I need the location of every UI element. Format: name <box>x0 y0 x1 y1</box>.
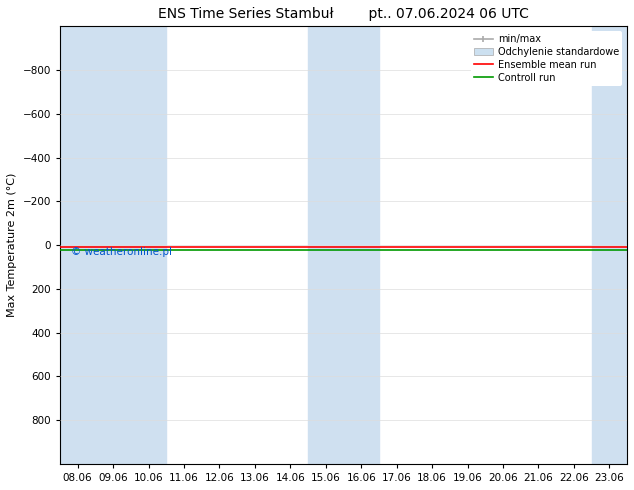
Bar <box>131 26 166 464</box>
Bar <box>344 26 379 464</box>
Bar <box>95 26 131 464</box>
Text: © weatheronline.pl: © weatheronline.pl <box>71 247 172 257</box>
Legend: min/max, Odchylenie standardowe, Ensemble mean run, Controll run: min/max, Odchylenie standardowe, Ensembl… <box>471 31 622 86</box>
Bar <box>308 26 344 464</box>
Title: ENS Time Series Stambuł        pt.. 07.06.2024 06 UTC: ENS Time Series Stambuł pt.. 07.06.2024 … <box>158 7 529 21</box>
Bar <box>60 26 95 464</box>
Bar <box>592 26 627 464</box>
Y-axis label: Max Temperature 2m (°C): Max Temperature 2m (°C) <box>7 173 17 318</box>
